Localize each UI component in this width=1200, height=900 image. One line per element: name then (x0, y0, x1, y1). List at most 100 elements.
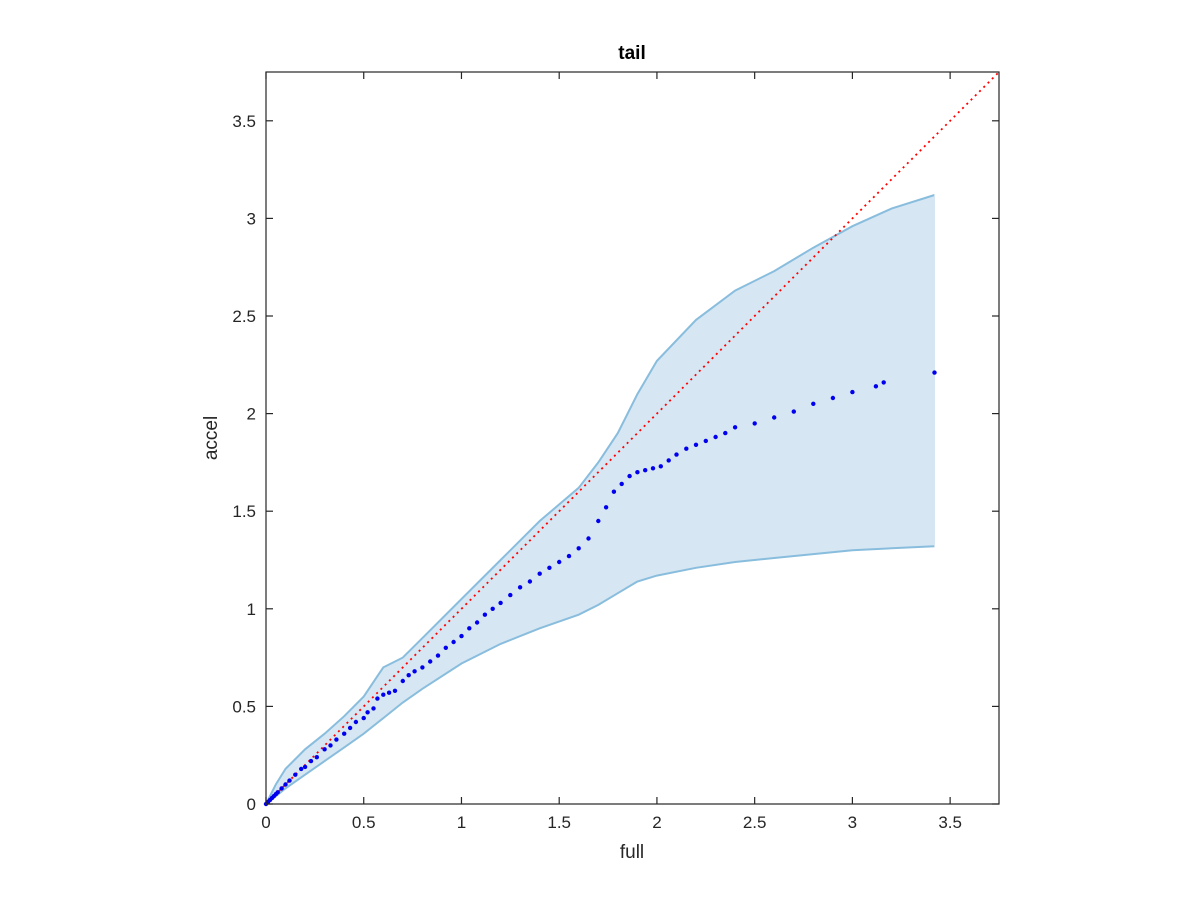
y-tick-label: 0.5 (232, 697, 256, 716)
y-tick-label: 2.5 (232, 307, 256, 326)
x-tick-label: 1.5 (547, 813, 571, 832)
data-point (635, 470, 640, 475)
data-point (392, 688, 398, 693)
data-point (850, 389, 855, 395)
band-lower-edge (265, 545, 935, 805)
data-point (342, 731, 347, 736)
data-point (498, 600, 503, 606)
data-point (308, 758, 314, 764)
data-point (293, 772, 298, 777)
data-point (283, 782, 288, 787)
x-tick-label: 0.5 (352, 813, 376, 832)
x-tick-label: 2.5 (743, 813, 767, 832)
data-point (932, 370, 937, 375)
data-point (611, 489, 617, 494)
data-point (586, 536, 591, 541)
data-point (666, 458, 671, 463)
data-point (275, 790, 280, 795)
axes-frame (265, 71, 1000, 805)
data-point (467, 626, 472, 631)
data-point (371, 706, 376, 711)
data-point (314, 755, 319, 760)
data-point (353, 719, 359, 725)
data-point (328, 743, 333, 748)
data-point (482, 612, 488, 617)
data-point (674, 452, 679, 457)
data-point (643, 468, 648, 473)
data-point (299, 766, 304, 772)
x-tick-label: 2 (652, 813, 661, 832)
data-point (619, 481, 624, 487)
data-point (517, 585, 523, 590)
x-tick-label: 3.5 (938, 813, 962, 832)
data-point (693, 442, 699, 447)
data-point (381, 692, 386, 697)
data-point (881, 380, 886, 385)
data-point (723, 430, 728, 436)
data-point (443, 645, 448, 650)
y-tick-label: 0 (247, 795, 256, 814)
data-point (732, 425, 738, 430)
data-point (527, 579, 533, 584)
data-point (791, 409, 796, 414)
data-point (811, 401, 816, 406)
data-point (361, 715, 366, 721)
x-tick-label: 1 (457, 813, 466, 832)
data-point (713, 434, 718, 440)
x-tick-label: 0 (261, 813, 270, 832)
x-axis-label: full (620, 842, 644, 863)
data-point (420, 665, 425, 670)
data-point (650, 466, 656, 471)
y-tick-label: 3.5 (232, 112, 256, 131)
band-upper-edge (265, 194, 935, 805)
data-point (627, 473, 632, 479)
data-point (302, 764, 308, 770)
data-point (347, 725, 353, 731)
y-axis-label: accel (201, 416, 222, 460)
reference-line-layer (265, 71, 1000, 805)
data-point (703, 438, 708, 444)
y-tick-label: 1.5 (232, 502, 256, 521)
data-point (459, 633, 464, 639)
data-point (557, 559, 562, 565)
data-point (451, 639, 456, 645)
data-point (428, 659, 433, 664)
data-point (596, 518, 601, 524)
chart-title: tail (618, 43, 645, 64)
data-points (263, 370, 937, 807)
x-tick-label: 3 (848, 813, 857, 832)
data-point (772, 415, 777, 420)
data-point (400, 678, 405, 684)
data-point (752, 421, 757, 426)
data-point (474, 620, 480, 625)
data-point (508, 592, 513, 598)
axis-ticks: 0 0.5 1 1.5 2 2.5 3 3.5 0 0.5 1 1.5 2 2.5 3 3.5 (232, 72, 999, 832)
y-tick-label: 2 (247, 405, 256, 424)
data-point (830, 395, 836, 401)
data-point (365, 710, 370, 715)
data-point (412, 669, 417, 674)
confidence-band (265, 194, 935, 805)
data-point (537, 571, 542, 576)
data-point (873, 384, 879, 389)
y-tick-label: 1 (247, 600, 256, 619)
data-point (322, 747, 327, 752)
data-point (406, 673, 411, 678)
data-point (334, 737, 339, 742)
reference-line (265, 71, 1000, 805)
data-point (287, 778, 292, 783)
data-point (490, 606, 495, 611)
data-point (566, 553, 572, 559)
data-point (375, 696, 380, 701)
data-point (435, 653, 441, 658)
data-point (658, 464, 663, 469)
data-point (386, 690, 392, 695)
data-point (576, 546, 581, 551)
data-point (279, 786, 284, 791)
band-fill (266, 195, 935, 804)
y-tick-label: 3 (247, 209, 256, 228)
data-point (603, 505, 609, 510)
data-point (547, 565, 552, 570)
data-point (684, 446, 689, 451)
